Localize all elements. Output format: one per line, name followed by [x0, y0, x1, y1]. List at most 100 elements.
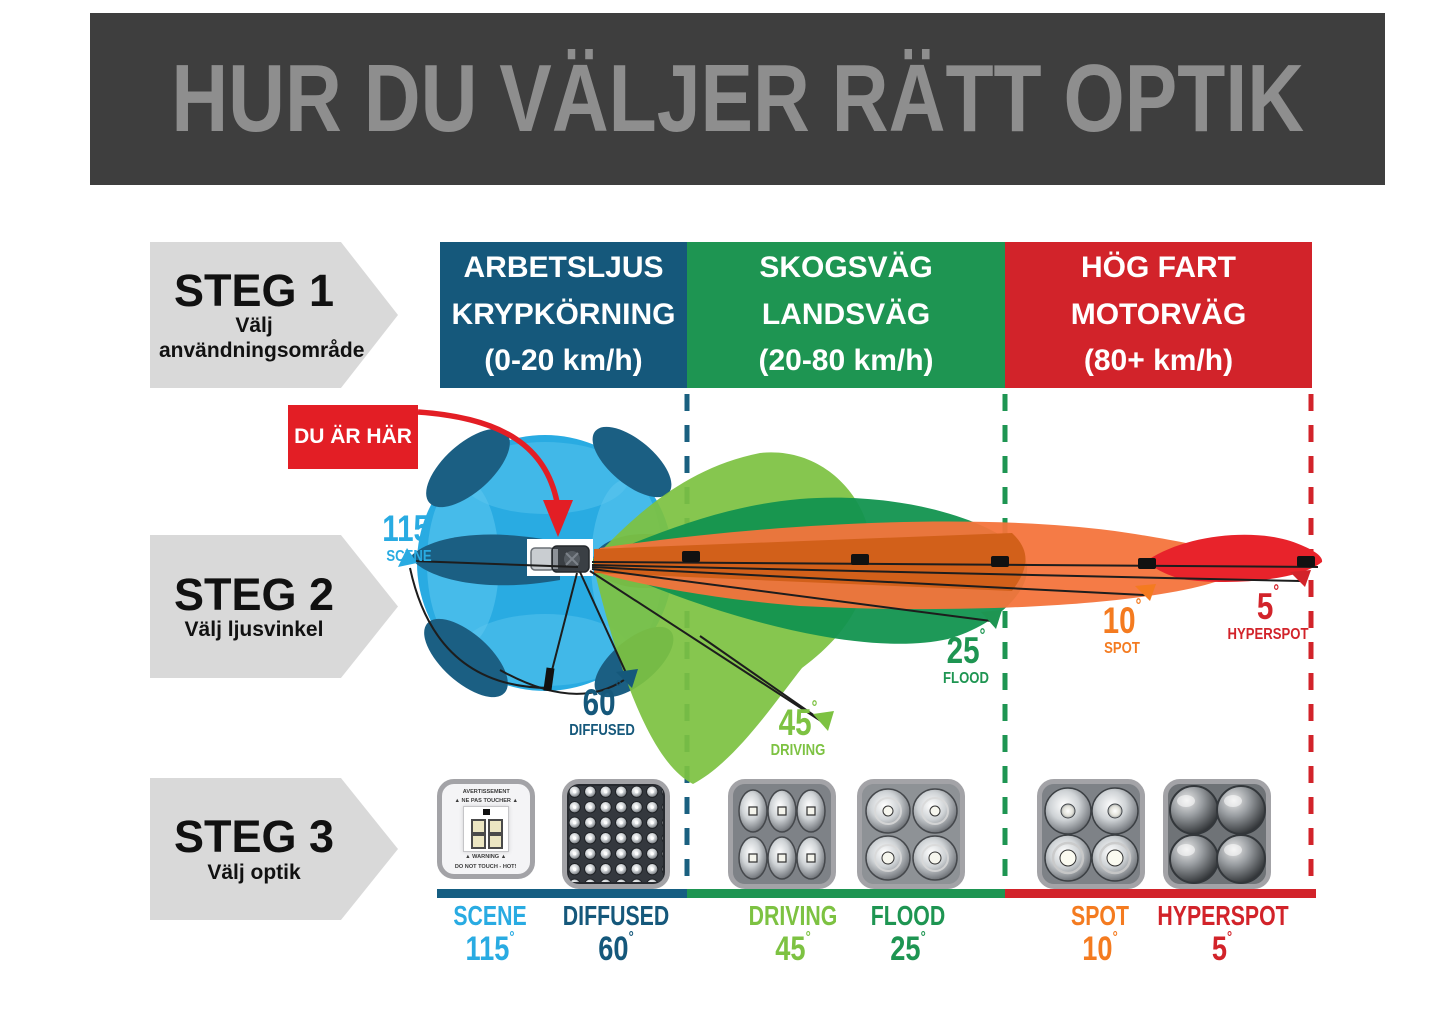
angle-hyperspot-name: HYPERSPOT [1227, 626, 1309, 643]
degree-symbol: ° [811, 697, 818, 717]
angle-scene-name: SCENE [386, 548, 432, 565]
step3-title: STEG 3 [173, 811, 335, 863]
angle-hyperspot-value: 5 [1256, 586, 1274, 627]
angle-diffused-value: 60 [582, 682, 616, 723]
step1-title: STEG 1 [173, 265, 335, 317]
step2-title: STEG 2 [173, 568, 335, 620]
degree-symbol: ° [805, 929, 811, 946]
arrowhead-60 [616, 669, 638, 688]
degree-symbol: ° [1135, 595, 1142, 615]
degree-symbol: ° [979, 625, 986, 645]
scene-led [488, 834, 503, 849]
bar-worklight [437, 889, 687, 898]
angle-scene-value: 115 [382, 508, 430, 549]
optic-flood-value: 25 [890, 930, 921, 968]
angle-flood-value: 25 [946, 630, 980, 671]
optic-label-spot: SPOT 10° [1015, 902, 1185, 968]
you-are-here-box: DU ÄR HÄR [288, 405, 418, 469]
optic-label-diffused: DIFFUSED 60° [531, 902, 701, 968]
optic-flood-name: FLOOD [870, 900, 946, 931]
scene-led [471, 834, 486, 849]
spot-lens-graphic [1042, 784, 1140, 884]
zone-forestroad-line2: LANDSVÄG [761, 297, 931, 331]
angle-label-diffused: 60° DIFFUSED [552, 678, 652, 740]
step2-subtitle: Välj ljusvinkel [184, 618, 324, 642]
step1-arrow: STEG 1 Välj användningsområde [150, 242, 398, 388]
page-title: HUR DU VÄLJER RÄTT OPTIK [171, 45, 1304, 152]
flood-lens-graphic [862, 784, 960, 884]
angle-flood-name: FLOOD [943, 670, 989, 687]
optic-driving-value: 45 [775, 930, 806, 968]
optic-label-driving: DRIVING 45° [708, 902, 878, 968]
zone-highspeed-line2: MOTORVÄG [1070, 297, 1247, 331]
degree-symbol: ° [1227, 929, 1233, 946]
optic-spot-value: 10 [1082, 930, 1113, 968]
scene-warning-top2: ▲ NE PAS TOUCHER ▲ [454, 797, 518, 804]
bar-forestroad [687, 889, 1005, 898]
hyperspot-lens-graphic [1168, 784, 1266, 884]
angle-label-driving: 45° DRIVING [748, 698, 848, 760]
you-are-here-arrow [417, 409, 573, 537]
header-banner: HUR DU VÄLJER RÄTT OPTIK [90, 13, 1385, 185]
optic-hyperspot-value: 5 [1211, 930, 1227, 968]
angle-spot-value: 10 [1102, 600, 1136, 641]
optic-tile-spot [1037, 779, 1145, 889]
step3-arrow: STEG 3 Välj optik [150, 778, 398, 920]
optic-tile-diffused [562, 779, 670, 889]
degree-symbol: ° [509, 929, 515, 946]
step1-subtitle: Välj användningsområde [159, 314, 365, 362]
step2-arrow: STEG 2 Välj ljusvinkel [150, 535, 398, 678]
you-are-here-label: DU ÄR HÄR [294, 425, 412, 448]
angle-lines [409, 560, 1319, 724]
zone-forestroad-line1: SKOGSVÄG [759, 251, 933, 285]
angle-diffused-name: DIFFUSED [569, 722, 635, 739]
zone-worklight-line2: KRYPKÖRNING [451, 297, 676, 331]
angle-driving-value: 45 [778, 702, 812, 743]
beam-hyperspot-5 [1148, 534, 1323, 583]
scene-led [471, 819, 486, 834]
angle-driving-name: DRIVING [770, 742, 826, 759]
distance-markers [682, 551, 1315, 569]
optic-diffused-value: 60 [598, 930, 629, 968]
degree-symbol: ° [1112, 929, 1118, 946]
arrowhead-115 [398, 548, 417, 567]
optic-scene-name: SCENE [453, 900, 527, 931]
scene-led-dot [483, 809, 490, 815]
beam-spot-10-core [594, 533, 1026, 591]
zone-worklight-speed: (0-20 km/h) [484, 344, 643, 378]
degree-symbol: ° [920, 929, 926, 946]
angle-spot-name: SPOT [1104, 640, 1140, 657]
step3-subtitle: Välj optik [207, 860, 301, 884]
degree-symbol: ° [1273, 581, 1280, 601]
angle-label-flood: 25° FLOOD [916, 626, 1016, 688]
sweep-tick [543, 667, 555, 692]
angle-label-scene: 115° SCENE [366, 504, 452, 566]
degree-symbol: ° [615, 677, 622, 697]
optic-diffused-name: DIFFUSED [562, 900, 670, 931]
angle-label-hyperspot: 5° HYPERSPOT [1205, 582, 1331, 644]
zone-highspeed: HÖG FART MOTORVÄG (80+ km/h) [1005, 242, 1312, 388]
zone-worklight-line1: ARBETSLJUS [463, 251, 664, 285]
optic-label-scene: SCENE 115° [405, 902, 575, 968]
driving-lens-graphic [733, 784, 831, 884]
bar-highspeed [1005, 889, 1316, 898]
optic-scene-value: 115 [465, 930, 510, 968]
scene-warning-bottom1: ▲ WARNING ▲ [465, 853, 507, 860]
zone-worklight: ARBETSLJUS KRYPKÖRNING (0-20 km/h) [440, 242, 687, 388]
degree-symbol: ° [430, 503, 436, 523]
scene-warning-top1: AVERTISSEMENT [462, 788, 510, 795]
arrowhead-25 [981, 610, 1002, 629]
zone-highspeed-line1: HÖG FART [1081, 251, 1236, 285]
scene-led-panel [463, 806, 509, 852]
vehicle-topview [527, 539, 593, 576]
optic-tile-hyperspot [1163, 779, 1271, 889]
scene-warning-bottom2: DO NOT TOUCH - HOT! [455, 862, 517, 869]
arrowhead-5 [1290, 570, 1311, 587]
zone-forestroad: SKOGSVÄG LANDSVÄG (20-80 km/h) [687, 242, 1005, 388]
zone-highspeed-speed: (80+ km/h) [1083, 344, 1234, 378]
scene-led [488, 819, 503, 834]
optic-hyperspot-name: HYPERSPOT [1157, 900, 1289, 931]
optic-tile-flood [857, 779, 965, 889]
